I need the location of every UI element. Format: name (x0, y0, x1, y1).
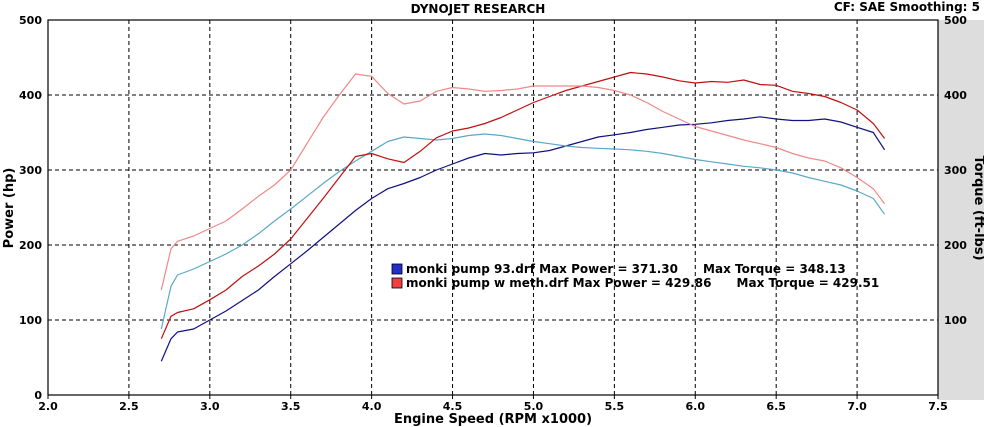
legend-swatch-run-1 (391, 263, 403, 275)
y-tick-label-left-0: 0 (34, 389, 42, 402)
x-tick-label-11: 7.5 (928, 400, 948, 413)
x-axis-label: Engine Speed (RPM x1000) (394, 412, 592, 427)
tick-labels: 2.0 2.5 3.0 3.5 4.0 4.5 5.0 5.5 6.0 6.5 7.0 7.5 0 100… (19, 14, 967, 413)
plot-frame (47, 19, 939, 396)
series-line-torque-run-2 (160, 73, 886, 291)
legend: monki pump 93.drf Max Power = 371.30 Max… (391, 262, 879, 290)
y-tick-label-right-4: 500 (944, 14, 967, 27)
x-tick-label-7: 5.5 (605, 400, 625, 413)
x-tick-label-2: 3.0 (200, 400, 220, 413)
chart-title: DYNOJET RESEARCH (411, 2, 546, 16)
series-layer (160, 71, 886, 362)
x-tick-label-1: 2.5 (119, 400, 139, 413)
y-tick-label-left-1: 100 (19, 314, 42, 327)
y-axis-label-right: Torque (ft-lbs) (971, 155, 984, 260)
y-tick-label-left-2: 200 (19, 239, 42, 252)
series-line-power-run-1 (160, 116, 886, 362)
y-tick-label-right-1: 200 (944, 239, 967, 252)
x-tick-label-4: 4.0 (362, 400, 382, 413)
y-axis-label-left: Power (hp) (2, 168, 17, 249)
legend-swatch-run-2 (391, 277, 403, 289)
series-line-torque-run-1 (160, 133, 886, 330)
x-tick-label-0: 2.0 (38, 400, 58, 413)
y-tick-label-left-4: 400 (19, 89, 42, 102)
x-tick-label-8: 6.0 (686, 400, 706, 413)
x-tick-label-10: 7.0 (847, 400, 867, 413)
y-tick-label-left-3: 300 (19, 164, 42, 177)
x-tick-label-9: 6.5 (766, 400, 786, 413)
legend-entry-run-2: monki pump w meth.drf Max Power = 429.86… (406, 276, 879, 290)
corner-info: CF: SAE Smoothing: 5 (834, 0, 980, 14)
y-tick-label-right-3: 400 (944, 89, 967, 102)
legend-entry-run-1: monki pump 93.drf Max Power = 371.30 Max… (406, 262, 846, 276)
y-tick-label-right-0: 100 (944, 314, 967, 327)
grid-lines (48, 20, 938, 395)
x-tick-label-3: 3.5 (281, 400, 301, 413)
y-tick-label-left-5: 500 (19, 14, 42, 27)
y-tick-label-right-2: 300 (944, 164, 967, 177)
series-line-power-run-2 (160, 71, 886, 340)
x-tick-label-6: 5.0 (524, 400, 544, 413)
x-tick-label-5: 4.5 (443, 400, 463, 413)
right-axis-strip (938, 20, 984, 400)
